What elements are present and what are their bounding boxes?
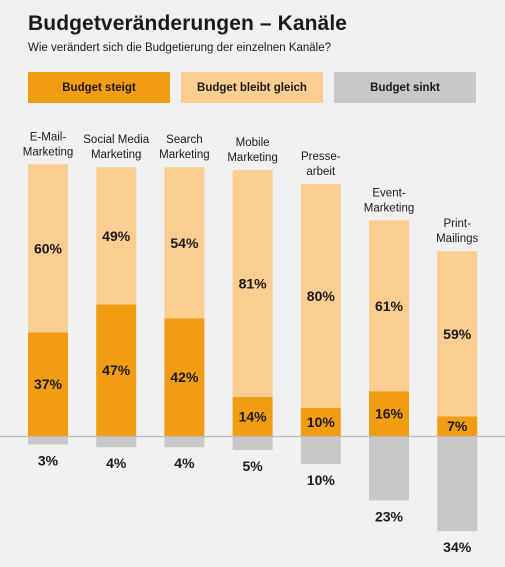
bar-budget-steigt-print-mailings [437, 416, 478, 436]
data-label-budget-bleibt-gleich-search-marketing: 54% [170, 235, 199, 251]
bar-budget-sinkt-mobile-marketing [232, 436, 273, 450]
data-label-budget-steigt-mobile-marketing: 14% [239, 408, 268, 424]
category-label-social-media-marketing: Social Media Marketing [83, 134, 149, 161]
bar-budget-bleibt-gleich-social-media-marketing [96, 167, 137, 305]
chart-title: Budgetveränderungen – Kanäle [28, 12, 348, 35]
bar-budget-sinkt-e-mail-marketing [28, 436, 68, 445]
category-label-event-marketing: Event-Marketing [364, 187, 415, 214]
legend-label-budget-sinkt: Budget sinkt [370, 81, 440, 94]
bar-group-print-mailings: 7% 59% 34% Print-Mailings [436, 218, 478, 555]
bar-budget-steigt-social-media-marketing [96, 304, 137, 436]
bar-budget-steigt-search-marketing [164, 318, 205, 436]
bar-budget-bleibt-gleich-print-mailings [437, 251, 478, 417]
data-label-budget-sinkt-event-marketing: 23% [375, 508, 404, 524]
data-label-budget-bleibt-gleich-social-media-marketing: 49% [102, 228, 131, 244]
bar-budget-sinkt-event-marketing [369, 436, 409, 501]
category-label-e-mail-marketing: E-Mail-Marketing [23, 131, 74, 158]
bar-budget-bleibt-gleich-e-mail-marketing [28, 164, 68, 333]
bar-budget-steigt-presse-arbeit [300, 408, 341, 436]
legend-label-budget-steigt: Budget steigt [62, 81, 136, 94]
data-label-budget-steigt-presse-arbeit: 10% [307, 414, 336, 430]
bar-group-search-marketing: 42% 54% 4% Search Marketing [159, 134, 210, 471]
legend: Budget steigt Budget bleibt gleich Budge… [28, 72, 476, 103]
data-label-budget-bleibt-gleich-e-mail-marketing: 60% [34, 240, 63, 256]
data-label-budget-sinkt-search-marketing: 4% [174, 455, 195, 471]
bar-budget-bleibt-gleich-event-marketing [369, 220, 409, 392]
bar-group-presse-arbeit: 10% 80% 10% Presse-arbeit [300, 151, 341, 488]
bar-budget-sinkt-search-marketing [164, 436, 205, 448]
legend-item-budget-bleibt-gleich: Budget bleibt gleich [181, 72, 323, 103]
category-label-presse-arbeit: Presse-arbeit [301, 151, 341, 178]
data-label-budget-steigt-print-mailings: 7% [447, 418, 468, 434]
data-label-budget-steigt-social-media-marketing: 47% [102, 362, 131, 378]
bar-group-e-mail-marketing: 37% 60% 3% E-Mail-Marketing [23, 131, 74, 468]
legend-item-budget-steigt: Budget steigt [28, 72, 170, 103]
bar-group-mobile-marketing: 14% 81% 5% Mobile Marketing [227, 137, 278, 474]
data-label-budget-sinkt-mobile-marketing: 5% [242, 458, 263, 474]
data-label-budget-steigt-e-mail-marketing: 37% [34, 376, 63, 392]
data-label-budget-sinkt-print-mailings: 34% [443, 539, 472, 555]
bar-budget-bleibt-gleich-presse-arbeit [300, 184, 341, 408]
legend-item-budget-sinkt: Budget sinkt [334, 72, 476, 103]
data-label-budget-sinkt-social-media-marketing: 4% [106, 455, 127, 471]
bar-budget-sinkt-presse-arbeit [300, 436, 341, 464]
category-label-search-marketing: Search Marketing [159, 134, 210, 161]
data-label-budget-sinkt-presse-arbeit: 10% [307, 472, 336, 488]
category-label-print-mailings: Print-Mailings [436, 218, 478, 245]
data-label-budget-steigt-search-marketing: 42% [170, 369, 199, 385]
legend-label-budget-bleibt-gleich: Budget bleibt gleich [197, 81, 307, 94]
category-label-mobile-marketing: Mobile Marketing [227, 137, 278, 164]
bar-budget-bleibt-gleich-search-marketing [164, 167, 205, 319]
data-label-budget-bleibt-gleich-mobile-marketing: 81% [239, 275, 268, 291]
bar-group-event-marketing: 16% 61% 23% Event-Marketing [364, 187, 415, 524]
bar-budget-sinkt-social-media-marketing [96, 436, 137, 448]
data-label-budget-bleibt-gleich-print-mailings: 59% [443, 326, 472, 342]
bar-budget-steigt-mobile-marketing [232, 396, 273, 436]
data-label-budget-steigt-event-marketing: 16% [375, 406, 404, 422]
data-label-budget-sinkt-e-mail-marketing: 3% [38, 452, 59, 468]
data-label-budget-bleibt-gleich-presse-arbeit: 80% [307, 288, 336, 304]
bar-budget-sinkt-print-mailings [437, 436, 478, 532]
chart-subtitle: Wie verändert sich die Budgetierung der … [28, 42, 332, 54]
bar-budget-steigt-event-marketing [369, 391, 409, 436]
bar-budget-bleibt-gleich-mobile-marketing [232, 170, 273, 397]
bar-budget-steigt-e-mail-marketing [28, 332, 68, 436]
data-label-budget-bleibt-gleich-event-marketing: 61% [375, 298, 404, 314]
bar-group-social-media-marketing: 47% 49% 4% Social Media Marketing [83, 134, 149, 471]
